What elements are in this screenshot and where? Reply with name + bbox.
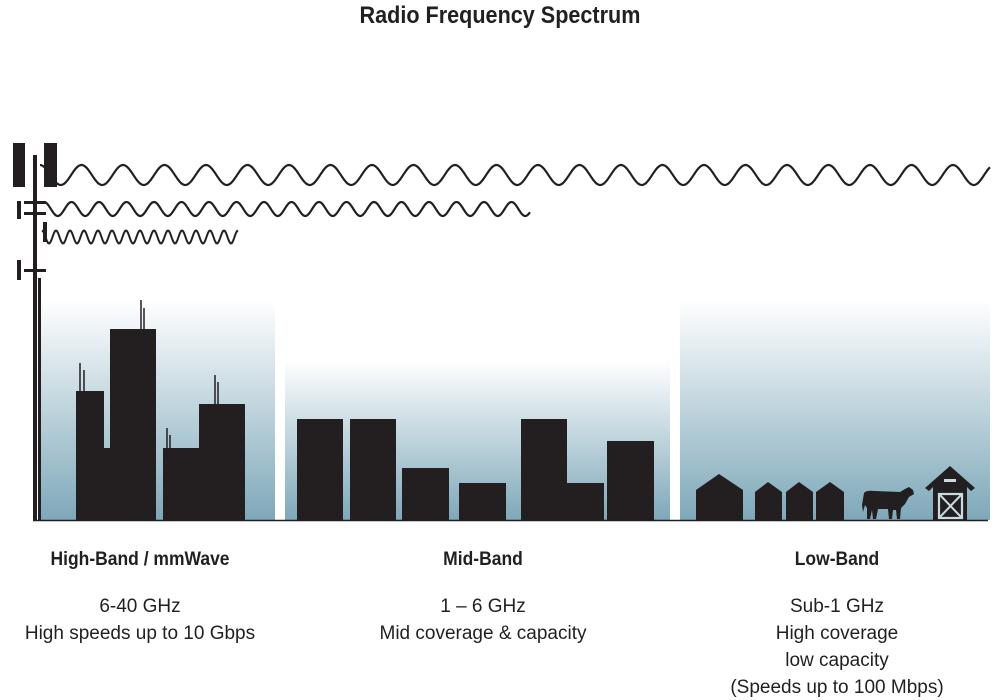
band-description: High coverage	[775, 623, 899, 644]
mid-band-wave	[43, 200, 531, 218]
barn-icon	[925, 466, 975, 520]
house-icon	[755, 482, 782, 520]
band-description: (Speeds up to 100 Mbps)	[730, 677, 944, 698]
band-frequency: 1 – 6 GHz	[440, 596, 526, 617]
band-description: low capacity	[785, 650, 889, 671]
band-name: High-Band / mmWave	[50, 549, 230, 570]
band-name: Mid-Band	[443, 549, 523, 570]
house-icon	[786, 482, 813, 520]
band-frequency: Sub-1 GHz	[790, 596, 884, 617]
band-description: Mid coverage & capacity	[379, 623, 587, 644]
low-band-wave	[39, 163, 991, 187]
diagram-title: Radio Frequency Spectrum	[359, 2, 641, 29]
high-band-label: High-Band / mmWave 6-40 GHz High speeds …	[0, 549, 290, 647]
cell-tower-icon	[13, 143, 57, 521]
cow-icon	[862, 487, 914, 519]
suburban-buildings-icon	[297, 419, 654, 520]
house-icon	[696, 474, 743, 520]
band-description: High speeds up to 10 Gbps	[24, 623, 256, 644]
band-name: Low-Band	[794, 549, 880, 570]
city-buildings-icon	[76, 300, 245, 520]
high-band-wave	[41, 229, 239, 245]
mid-band-label: Mid-Band 1 – 6 GHz Mid coverage & capaci…	[333, 549, 633, 647]
band-frequency: 6-40 GHz	[99, 596, 181, 617]
low-band-label: Low-Band Sub-1 GHz High coverage low cap…	[687, 549, 987, 700]
house-icon	[816, 482, 844, 520]
